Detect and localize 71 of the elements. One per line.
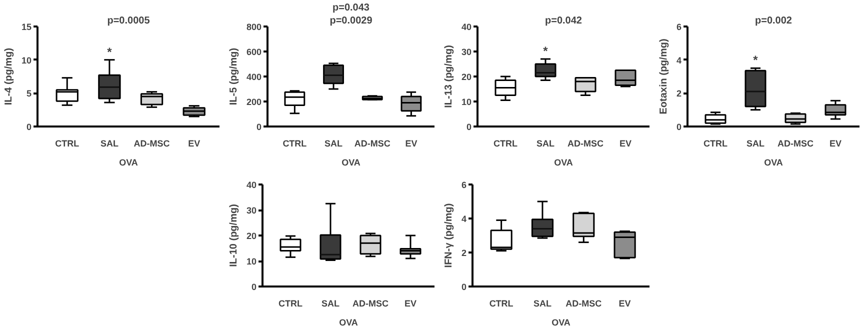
y-tick-label: 4	[461, 214, 467, 224]
x-tick-label: SAL	[100, 138, 119, 148]
y-tick-label: 20	[461, 72, 472, 82]
x-axis-title: OVA	[119, 158, 138, 168]
y-axis-title: IFN-γ (pg/mg)	[443, 203, 454, 268]
y-tick-label: 0	[26, 122, 32, 132]
x-tick-label: EV	[188, 138, 200, 148]
x-tick-label: AD-MSC	[568, 138, 604, 148]
y-tick-label: 6	[676, 22, 682, 32]
x-tick-label: EV	[405, 138, 418, 148]
x-axis-title: OVA	[764, 158, 784, 168]
y-tick-label: 30	[461, 47, 472, 57]
y-tick-label: 40	[461, 22, 472, 32]
y-axis-title: IL-13 (pg/mg)	[443, 45, 454, 108]
x-tick-label: SAL	[536, 138, 555, 148]
y-tick-label: 5	[26, 88, 32, 99]
x-tick-label: EV	[404, 298, 417, 308]
annotation: *	[753, 53, 758, 68]
x-tick-label: EV	[618, 298, 631, 308]
y-tick-label: 600	[246, 47, 262, 57]
y-tick-label: 0	[256, 122, 262, 132]
x-axis-title: OVA	[552, 318, 571, 328]
y-tick-label: 200	[246, 97, 262, 107]
y-tick-label: 0	[676, 122, 682, 132]
annotation: p=0.002	[755, 16, 792, 26]
annotation: *	[543, 44, 548, 58]
y-tick-label: 4	[676, 55, 682, 66]
y-tick-label: 400	[246, 72, 262, 82]
annotation: p=0.0029	[330, 16, 373, 26]
x-tick-label: AD-MSC	[566, 298, 602, 308]
x-tick-label: AD-MSC	[352, 298, 389, 308]
y-tick-label: 30	[246, 206, 257, 216]
x-tick-label: EV	[829, 138, 842, 148]
x-axis-title: OVA	[339, 318, 358, 328]
x-tick-label: AD-MSC	[354, 138, 391, 148]
y-tick-label: 10	[246, 256, 257, 266]
x-tick-label: SAL	[322, 298, 340, 308]
y-tick-label: 0	[461, 282, 467, 292]
y-axis-title: IL-10 (pg/mg)	[228, 204, 240, 267]
x-tick-label: CTRL	[55, 138, 80, 148]
y-tick-label: 0	[466, 122, 472, 132]
y-tick-label: 0	[251, 282, 257, 292]
x-axis-title: OVA	[554, 158, 574, 168]
annotation: p=0.0005	[107, 16, 150, 26]
y-axis-title: Eotaxin (pg/mg)	[658, 38, 670, 114]
y-tick-label: 15	[21, 22, 32, 32]
x-tick-label: CTRL	[278, 298, 303, 308]
x-axis-title: OVA	[342, 158, 361, 168]
y-tick-label: 2	[676, 88, 682, 99]
x-tick-label: SAL	[746, 138, 765, 148]
x-tick-label: EV	[619, 138, 632, 148]
x-tick-label: CTRL	[494, 138, 518, 148]
x-tick-label: AD-MSC	[134, 138, 170, 148]
x-tick-label: SAL	[324, 138, 344, 148]
y-tick-label: 10	[461, 97, 472, 107]
x-tick-label: SAL	[533, 298, 552, 308]
y-tick-label: 800	[246, 22, 262, 32]
x-tick-label: AD-MSC	[778, 138, 814, 148]
y-tick-label: 40	[246, 180, 257, 190]
y-tick-label: 6	[461, 180, 467, 190]
x-tick-label: CTRL	[489, 298, 514, 308]
annotation: p=0.042	[545, 16, 582, 26]
x-tick-label: CTRL	[282, 138, 308, 148]
y-tick-label: 10	[21, 55, 32, 66]
x-tick-label: CTRL	[704, 138, 728, 148]
y-tick-label: 2	[461, 248, 467, 258]
y-tick-label: 20	[246, 231, 257, 241]
y-axis-title: IL-5 (pg/mg)	[228, 48, 240, 106]
annotation: *	[107, 44, 112, 59]
text: p=0.043	[332, 2, 370, 14]
y-axis-title: IL-4 (pg/mg)	[3, 48, 14, 106]
